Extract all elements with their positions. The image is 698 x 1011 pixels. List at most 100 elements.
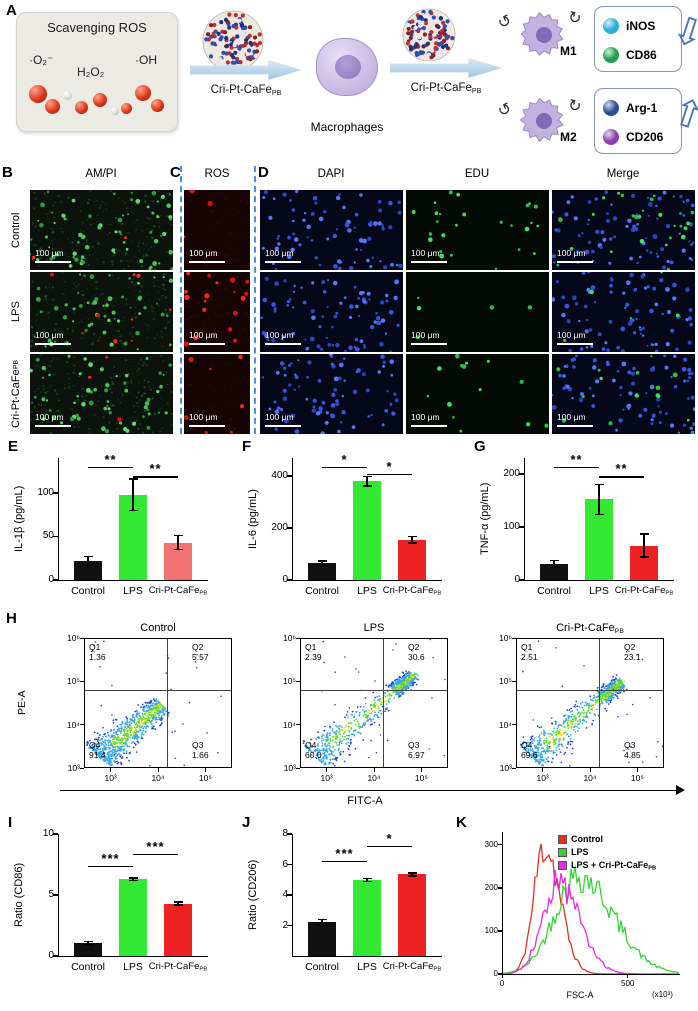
panel-label-i: I (8, 814, 13, 831)
x-category-label: LPS (88, 961, 178, 973)
scale-bar-label: 100 μm (35, 412, 64, 422)
x-tick-label: 500 (621, 979, 635, 988)
micro-canvas (552, 272, 695, 352)
error-cap-bottom (173, 904, 183, 906)
micro-image-ros-row1: 100 μm (184, 272, 250, 352)
ros-molecule-sphere (135, 85, 151, 101)
y-tick-label: 200 (503, 467, 520, 479)
m1-label: M1 (560, 44, 577, 58)
bar (119, 879, 147, 956)
scale-bar (265, 424, 301, 427)
y-tick (498, 887, 502, 889)
x-tick (627, 974, 629, 978)
quadrant-name: Q2 (192, 642, 204, 652)
sig-line (554, 466, 599, 468)
flow-title: Cri-Pt-CaFePB (516, 622, 664, 635)
x-category-label: LPS (88, 585, 178, 597)
y-tick (296, 637, 300, 639)
compound-base: Cri-Pt-CaFe (210, 84, 272, 96)
x-category-label: Cri-Pt-CaFePB (599, 585, 689, 597)
x-category-label: Control (277, 961, 367, 973)
y-axis-line (502, 832, 504, 975)
flow-title: LPS (300, 622, 448, 634)
ros-superoxide-label: ·O₂⁻ (29, 53, 54, 67)
error-cap-bottom (317, 924, 327, 927)
y-tick (498, 930, 502, 932)
y-tick (287, 579, 292, 581)
error-bar (132, 478, 134, 511)
bar (353, 481, 381, 580)
error-bar (411, 872, 413, 876)
y-tick (80, 637, 84, 639)
y-tick (53, 492, 58, 494)
x-tick (204, 768, 206, 772)
y-tick-label: 8 (282, 828, 288, 839)
scale-bar (265, 260, 301, 263)
marker-row: CD86 (603, 43, 679, 67)
sig-label: * (386, 458, 393, 474)
m1-macrophage-icon (520, 11, 564, 56)
y-tick-label: 10⁴ (66, 719, 80, 730)
sig-line (88, 466, 133, 468)
y-tick (498, 973, 502, 975)
scale-bar (35, 342, 71, 345)
plot-box (516, 638, 664, 768)
ros-oh-label: ·OH (135, 53, 157, 67)
micro-canvas (406, 190, 549, 270)
legend-swatch (558, 835, 567, 844)
y-tick (519, 473, 524, 475)
error-cap-bottom (83, 564, 93, 566)
x-axis-line (58, 956, 208, 958)
scale-bar (411, 342, 447, 345)
scale-bar (557, 424, 593, 427)
y-axis-label: Ratio (CD206) (247, 859, 259, 931)
scale-bar-label: 100 μm (265, 412, 294, 422)
y-tick-label: 10⁵ (499, 676, 512, 687)
error-cap-top (549, 559, 559, 562)
bar (308, 563, 336, 580)
flow-scatter-canvas (302, 639, 446, 767)
category-base: LPS (123, 585, 143, 597)
error-cap-top (128, 877, 138, 879)
micro-image-dapi-row0: 100 μm (260, 190, 403, 270)
panel-label-j: J (242, 814, 251, 831)
error-bar (366, 476, 368, 487)
scale-bar (35, 260, 71, 263)
category-base: Control (71, 961, 105, 973)
row-label-lps: LPS (6, 272, 26, 352)
sig-line (133, 476, 178, 478)
error-cap-top (83, 555, 93, 558)
category-base: Control (71, 585, 105, 597)
panel-label-h: H (6, 610, 17, 627)
panel-label-g: G (474, 438, 486, 455)
category-base: Cri-Pt-CaFe (148, 961, 200, 972)
x-axis-label: FSC-A (566, 990, 594, 1000)
y-axis-line (292, 834, 294, 957)
sig-line (367, 846, 412, 848)
scale-bar (411, 424, 447, 427)
micro-canvas (260, 190, 403, 270)
histogram-curves (503, 843, 679, 974)
micro-image-merge-row2: 100 μm (552, 354, 695, 434)
macrophage-nucleus (335, 55, 361, 79)
y-tick-label: 10⁵ (67, 676, 80, 687)
error-cap-bottom (317, 564, 327, 566)
y-axis-label: IL-1β (pg/mL) (13, 485, 25, 553)
error-cap-bottom (407, 875, 417, 877)
y-tick-label: 10⁶ (499, 633, 512, 643)
category-base: LPS (589, 585, 609, 597)
micro-image-dapi-row1: 100 μm (260, 272, 403, 352)
sig-label: ** (615, 461, 628, 477)
bar (74, 943, 102, 956)
quadrant-name: Q1 (89, 642, 101, 652)
legend-base: LPS (571, 847, 589, 857)
y-tick-label: 2 (282, 919, 288, 931)
fitc-a-axis-label: FITC-A (347, 795, 383, 807)
bar (308, 922, 336, 956)
scale-bar-label: 100 μm (557, 412, 586, 422)
y-tick-label: 100 (484, 925, 498, 935)
error-bar (366, 878, 368, 882)
flow-scatter-canvas (520, 640, 663, 767)
m2-marker-box: Arg-1 CD206 (594, 88, 682, 154)
bar (540, 564, 568, 580)
